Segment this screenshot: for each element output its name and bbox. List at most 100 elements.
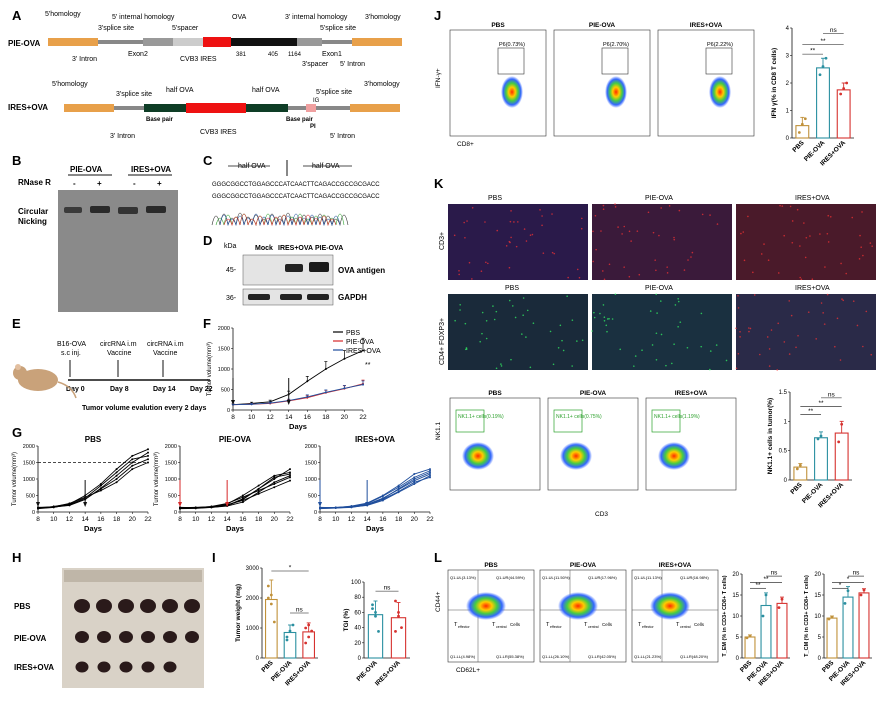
fluorescence-speckle <box>611 318 614 320</box>
flow-plot-title: PBS <box>484 562 498 569</box>
y-tick-label: 0 <box>314 510 317 516</box>
y-tick-label: 4 <box>786 26 790 32</box>
gate-label: P6(2.70%) <box>603 42 629 48</box>
y-axis-label: NK1.1+ cells in tumor(%) <box>767 398 774 474</box>
fluorescence-speckle <box>716 223 719 225</box>
fluorescence-speckle <box>715 344 718 346</box>
fluorescence-speckle <box>541 224 543 227</box>
bar <box>760 604 772 659</box>
fluorescence-speckle <box>834 345 836 348</box>
panel-label-h: H <box>12 550 21 565</box>
series-line <box>232 384 364 406</box>
significance-label: ns <box>771 570 779 577</box>
data-point <box>147 451 149 454</box>
significance-label: ns <box>828 391 836 398</box>
tumor-sample <box>163 661 177 673</box>
fluorescence-speckle <box>531 233 534 236</box>
fluorescence-speckle <box>737 307 740 309</box>
x-tick-label: 14 <box>224 516 232 523</box>
data-point <box>397 486 400 489</box>
data-point <box>289 473 291 476</box>
fluorescence-speckle <box>737 294 739 297</box>
fluorescence-speckle <box>602 208 605 210</box>
fluorescence-speckle <box>496 229 499 232</box>
fluorescence-speckle <box>529 234 532 237</box>
fluorescence-speckle <box>514 316 517 319</box>
flow-plot-title: IRES+OVA <box>675 390 708 397</box>
category-label: IRES+OVA <box>374 659 402 687</box>
fluorescence-speckle <box>594 214 597 217</box>
pie-ova-block2 <box>271 38 297 46</box>
category-label: PBS <box>789 481 804 496</box>
x-tick-label: 12 <box>267 414 275 421</box>
h-row-pbs: PBS <box>14 602 31 611</box>
dosing-arrowhead <box>365 502 370 507</box>
fluorescence-speckle <box>481 311 484 314</box>
fluorescence-speckle <box>529 366 532 369</box>
tcm-label: T <box>492 622 496 628</box>
panel-h: H PBS PIE-OVA IRES+OVA <box>12 550 204 688</box>
fluorescence-speckle <box>608 317 610 320</box>
y-axis-label: Tumor volume(mm³) <box>154 452 160 506</box>
data-dot <box>818 73 822 77</box>
fluorescence-speckle <box>683 269 686 271</box>
k-img-title-pie: PIE-OVA <box>645 195 673 202</box>
y-tick-label: 0 <box>784 478 788 484</box>
chromatogram-trace-red <box>223 213 337 227</box>
data-dot <box>307 635 311 639</box>
fluorescence-speckle <box>510 236 512 239</box>
data-dot <box>803 117 807 121</box>
data-dot <box>845 81 849 85</box>
fluorescence-speckle <box>634 355 637 357</box>
quadrant-label: Q1-LR(55.38%) <box>496 654 525 659</box>
y-tick-label: 40 <box>354 626 361 632</box>
fluorescence-speckle <box>602 270 604 272</box>
data-dot <box>291 623 295 627</box>
fluorescence-speckle <box>658 234 660 237</box>
pie-homology3: 3'homology <box>365 14 401 21</box>
bar <box>816 67 830 139</box>
fluorescence-speckle <box>766 336 769 338</box>
gel-nicking: Nicking <box>18 217 47 226</box>
fluorescence-speckle <box>677 300 680 303</box>
tem-label: T <box>546 622 550 628</box>
data-dot <box>266 596 270 600</box>
panel-a: A PIE-OVA 5'homology 5' internal homolog… <box>8 8 402 140</box>
fluorescence-speckle <box>521 333 523 335</box>
fluorescence-speckle <box>823 323 826 325</box>
fluorescence-speckle <box>753 294 756 296</box>
bar <box>795 125 810 139</box>
data-dot <box>821 65 825 68</box>
ires-intron3-label: 3' Intron <box>110 133 135 140</box>
data-point <box>289 474 291 477</box>
significance-label: ** <box>365 362 371 369</box>
data-point <box>413 482 416 485</box>
x-tick-label: 22 <box>426 516 434 523</box>
series-line <box>319 473 431 509</box>
flow-density-cloud <box>560 442 592 470</box>
data-dot <box>400 626 403 629</box>
data-dot <box>304 626 308 630</box>
data-point <box>131 454 134 457</box>
flow-density-cloud <box>709 76 731 108</box>
fluorescence-speckle <box>740 232 742 235</box>
cells-label: Cells <box>602 622 613 627</box>
fluorescence-speckle <box>576 340 578 342</box>
fluorescence-speckle <box>673 238 676 241</box>
fluorescence-speckle <box>770 329 773 331</box>
quadrant-label: Q1-UR(16.98%) <box>680 575 709 580</box>
fluorescence-speckle <box>654 259 656 261</box>
significance-label: * <box>847 576 850 583</box>
x-tick-label: 22 <box>144 516 152 523</box>
e-day-0: Day 0 <box>66 386 85 393</box>
fluorescence-speckle <box>687 259 689 261</box>
data-dot <box>304 641 308 645</box>
fluorescence-speckle <box>856 324 859 327</box>
significance-label: ** <box>818 400 824 407</box>
fluorescence-speckle <box>747 215 749 218</box>
e-day-8: Day 8 <box>110 386 129 393</box>
fluorescence-speckle <box>606 318 609 320</box>
chart-individual-ires: 0 500 1000 1500 2000 8 10 12 14 16 18 20 22 IRES+OVA D… <box>305 435 434 533</box>
